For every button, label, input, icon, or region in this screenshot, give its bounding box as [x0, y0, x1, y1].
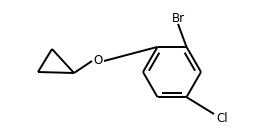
Text: O: O — [93, 55, 103, 68]
Text: Cl: Cl — [216, 112, 228, 125]
Text: Br: Br — [171, 12, 185, 25]
